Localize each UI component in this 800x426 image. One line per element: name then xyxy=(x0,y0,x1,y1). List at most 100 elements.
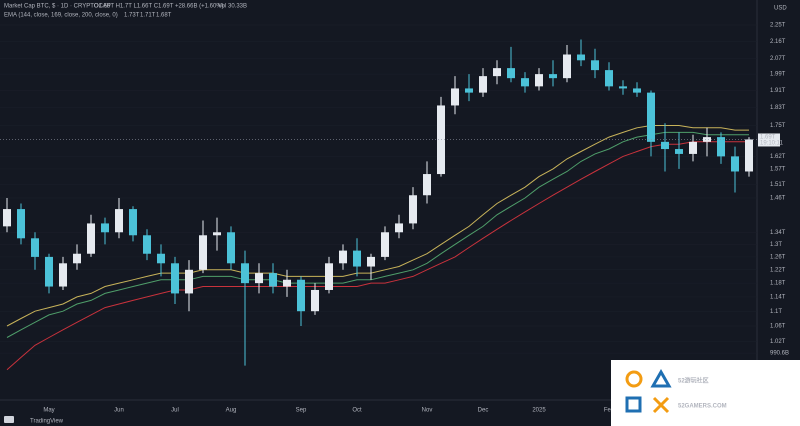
candle-body xyxy=(269,273,277,287)
y-tick-label: 1.3T xyxy=(770,242,782,248)
logo-cross xyxy=(652,396,670,414)
x-tick-label: Feb xyxy=(604,408,615,414)
candle-body xyxy=(339,250,347,264)
candle-body xyxy=(703,137,711,142)
candle-body xyxy=(493,68,501,77)
candle-body xyxy=(367,256,375,267)
ema-line xyxy=(6,125,749,327)
candle-body xyxy=(395,223,403,233)
candle-body xyxy=(381,232,389,257)
candle-body xyxy=(3,209,11,227)
candle-body xyxy=(731,156,739,172)
x-tick-label: Sep xyxy=(296,408,307,414)
y-tick-label: 1.34T xyxy=(770,230,786,236)
candle-body xyxy=(129,209,137,236)
x-tick-label: May xyxy=(43,408,54,414)
candle-body xyxy=(423,174,431,196)
y-tick-label: 2.07T xyxy=(770,56,786,62)
brand-logo xyxy=(4,416,14,423)
volume: Vol 30.33B xyxy=(218,4,247,10)
candle-body xyxy=(605,70,613,87)
candle-body xyxy=(619,86,627,89)
ema-value: 1.68T xyxy=(156,13,172,19)
ema-line xyxy=(6,131,749,338)
candle-body xyxy=(717,137,725,157)
y-tick-label: 1.99T xyxy=(770,72,786,78)
x-tick-label: Dec xyxy=(478,408,489,414)
candle-body xyxy=(87,223,95,254)
y-tick-label: 2.25T xyxy=(770,23,786,29)
candle-body xyxy=(17,209,25,239)
candle-body xyxy=(227,232,235,264)
candle-body xyxy=(577,54,585,61)
ema-label: EMA (144, close, 169, close, 200, close,… xyxy=(4,13,118,19)
countdown: 19:10:11 xyxy=(760,141,784,147)
y-tick-label: 1.06T xyxy=(770,324,786,330)
y-tick-label: 1.46T xyxy=(770,196,786,202)
candle-body xyxy=(325,263,333,290)
candle-body xyxy=(185,269,193,294)
candle-body xyxy=(479,76,487,93)
ema-line xyxy=(6,141,749,371)
candle-body xyxy=(31,238,39,257)
ema-value: 1.71T xyxy=(140,13,156,19)
candle-body xyxy=(521,78,529,87)
candle-body xyxy=(311,289,319,312)
y-tick-label: 1.26T xyxy=(770,254,786,260)
candle-body xyxy=(255,273,263,284)
watermark: 52游玩社区 52GAMERS.COM xyxy=(611,360,800,426)
candle-body xyxy=(353,250,361,267)
x-tick-label: Oct xyxy=(352,408,362,414)
x-tick-label: Jun xyxy=(114,408,124,414)
y-tick-label: 1.75T xyxy=(770,123,786,129)
candle-body xyxy=(101,223,109,233)
y-tick-label: 1.22T xyxy=(770,267,786,273)
y-tick-label: 1.02T xyxy=(770,339,786,345)
candle-body xyxy=(157,253,165,264)
logo-triangle xyxy=(650,368,672,388)
candle-body xyxy=(633,88,641,93)
x-tick-label: Nov xyxy=(422,408,433,414)
logo-square xyxy=(625,396,642,413)
candle-body xyxy=(689,141,697,154)
candle-body xyxy=(535,74,543,87)
candle-body xyxy=(73,253,81,264)
watermark-box xyxy=(611,360,800,426)
branding: TradingView xyxy=(30,419,64,425)
candle-body xyxy=(745,139,753,172)
y-tick-label: 1.83T xyxy=(770,105,786,111)
candle-body xyxy=(115,209,123,233)
watermark-site: 52GAMERS.COM xyxy=(678,404,727,410)
currency: USD xyxy=(774,6,787,12)
ema-value: 1.73T xyxy=(124,13,140,19)
logo-circle xyxy=(625,370,643,388)
candle-body xyxy=(45,256,53,287)
candle-body xyxy=(507,68,515,79)
y-tick-label: 1.1T xyxy=(770,309,782,315)
candle-body xyxy=(297,279,305,312)
candle-body xyxy=(409,195,417,224)
candle-body xyxy=(647,92,655,142)
y-tick-label: 990.6B xyxy=(770,351,789,357)
candle-body xyxy=(59,263,67,287)
ohlc: O1.66T H1.7T L1.66T C1.69T +28.66B (+1.6… xyxy=(94,4,224,10)
y-tick-label: 1.91T xyxy=(770,88,786,94)
y-tick-label: 1.18T xyxy=(770,281,786,287)
candle-body xyxy=(143,235,151,254)
candle-body xyxy=(213,232,221,236)
candle-body xyxy=(451,88,459,106)
symbol: Market Cap BTC, $ · 1D · CRYPTOCAP xyxy=(4,4,111,10)
candle-body xyxy=(549,74,557,79)
last-price-tag xyxy=(758,133,780,147)
y-tick-label: 1.51T xyxy=(770,182,786,188)
candle-body xyxy=(591,60,599,71)
y-tick-label: 1.62T xyxy=(770,154,786,160)
last-price: 1.69T xyxy=(760,135,776,141)
watermark-title: 52游玩社区 xyxy=(678,377,709,385)
x-tick-label: Aug xyxy=(226,408,237,414)
candle-body xyxy=(241,263,249,284)
candle-body xyxy=(465,88,473,93)
candle-body xyxy=(661,141,669,150)
candle-body xyxy=(283,279,291,287)
